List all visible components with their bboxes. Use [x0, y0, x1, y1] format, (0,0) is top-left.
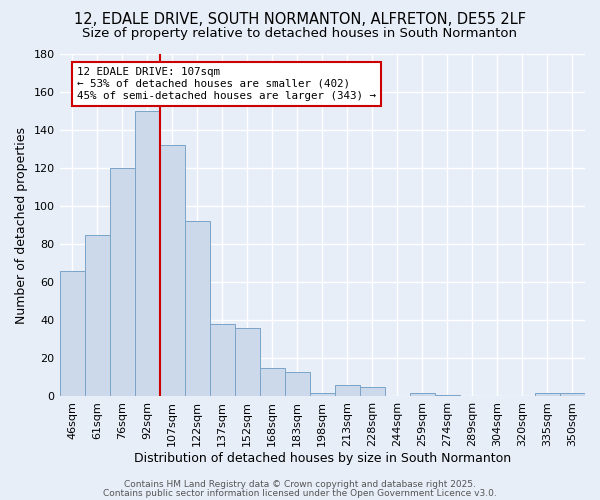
Bar [335, 385, 360, 396]
Bar [535, 392, 560, 396]
Text: 12 EDALE DRIVE: 107sqm
← 53% of detached houses are smaller (402)
45% of semi-de: 12 EDALE DRIVE: 107sqm ← 53% of detached… [77, 68, 376, 100]
Text: 12, EDALE DRIVE, SOUTH NORMANTON, ALFRETON, DE55 2LF: 12, EDALE DRIVE, SOUTH NORMANTON, ALFRET… [74, 12, 526, 28]
Bar [435, 394, 460, 396]
Text: Contains HM Land Registry data © Crown copyright and database right 2025.: Contains HM Land Registry data © Crown c… [124, 480, 476, 489]
Bar [160, 146, 185, 396]
Bar [560, 392, 585, 396]
X-axis label: Distribution of detached houses by size in South Normanton: Distribution of detached houses by size … [134, 452, 511, 465]
Bar [260, 368, 285, 396]
Bar [85, 234, 110, 396]
Bar [134, 111, 160, 397]
Y-axis label: Number of detached properties: Number of detached properties [15, 126, 28, 324]
Bar [360, 387, 385, 396]
Bar [235, 328, 260, 396]
Text: Size of property relative to detached houses in South Normanton: Size of property relative to detached ho… [83, 28, 517, 40]
Bar [410, 392, 435, 396]
Bar [110, 168, 134, 396]
Bar [185, 222, 209, 396]
Bar [285, 372, 310, 396]
Bar [310, 392, 335, 396]
Bar [209, 324, 235, 396]
Bar [59, 271, 85, 396]
Text: Contains public sector information licensed under the Open Government Licence v3: Contains public sector information licen… [103, 488, 497, 498]
